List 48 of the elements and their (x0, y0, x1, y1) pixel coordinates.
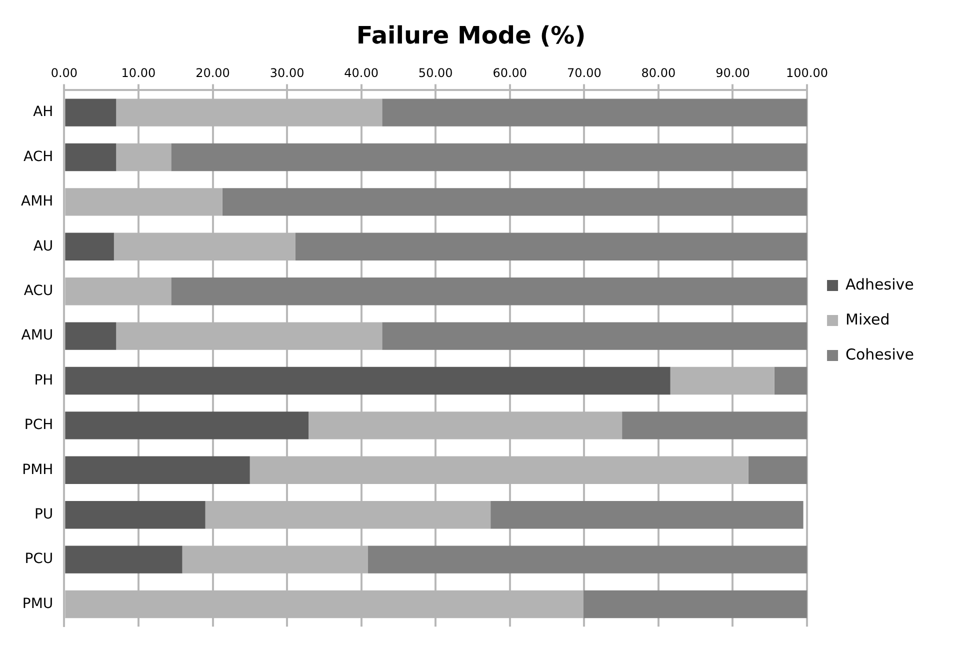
bar (65, 500, 206, 529)
bar (774, 366, 808, 395)
bar (171, 143, 808, 172)
legend-label: Mixed (846, 310, 890, 328)
x-tick-label: 20.00 (196, 66, 230, 80)
y-tick-label: AH (33, 104, 54, 120)
bar (382, 98, 808, 126)
y-tick-label: PMH (22, 462, 54, 478)
x-tick-label: 60.00 (492, 66, 528, 80)
legend-label: Cohesive (846, 345, 914, 364)
bar (622, 412, 808, 440)
y-tick-label: PCU (24, 551, 54, 568)
bar (748, 456, 808, 484)
bar (295, 232, 808, 261)
y-tick-label: PMU (22, 596, 54, 612)
x-tick-label: 30.00 (270, 66, 304, 80)
bar (65, 232, 114, 261)
y-tick-label: PU (34, 506, 54, 522)
x-tick-label: 0.00 (50, 66, 78, 80)
bar (65, 98, 116, 126)
bar (65, 143, 116, 172)
bar (222, 188, 808, 216)
y-tick-label: PCH (24, 417, 54, 434)
y-tick-label: AMH (20, 194, 54, 210)
y-tick-label: ACH (24, 148, 54, 165)
bar (65, 366, 670, 395)
bar (490, 500, 804, 529)
chart-title: Failure Mode (%) (356, 22, 586, 50)
bar (65, 546, 182, 574)
y-tick-label: AMU (21, 328, 54, 344)
bar (65, 322, 116, 350)
x-tick-label: 90.00 (716, 66, 750, 80)
legend-label: Adhesive (846, 275, 914, 294)
x-tick-label: 70.00 (566, 66, 602, 80)
x-tick-label: 100.00 (786, 66, 828, 80)
bar (171, 277, 808, 306)
bar (65, 456, 250, 484)
bar (583, 590, 808, 618)
y-tick-label: AU (33, 238, 54, 254)
x-tick-label: 50.00 (418, 66, 453, 80)
y-tick-label: PH (34, 372, 54, 388)
bar (368, 546, 808, 574)
bar (65, 412, 309, 440)
x-tick-label: 10.00 (121, 66, 156, 80)
x-tick-label: 80.00 (641, 66, 676, 80)
y-tick-label: ACU (24, 282, 54, 299)
bar (382, 322, 808, 350)
x-tick-label: 40.00 (344, 66, 378, 80)
